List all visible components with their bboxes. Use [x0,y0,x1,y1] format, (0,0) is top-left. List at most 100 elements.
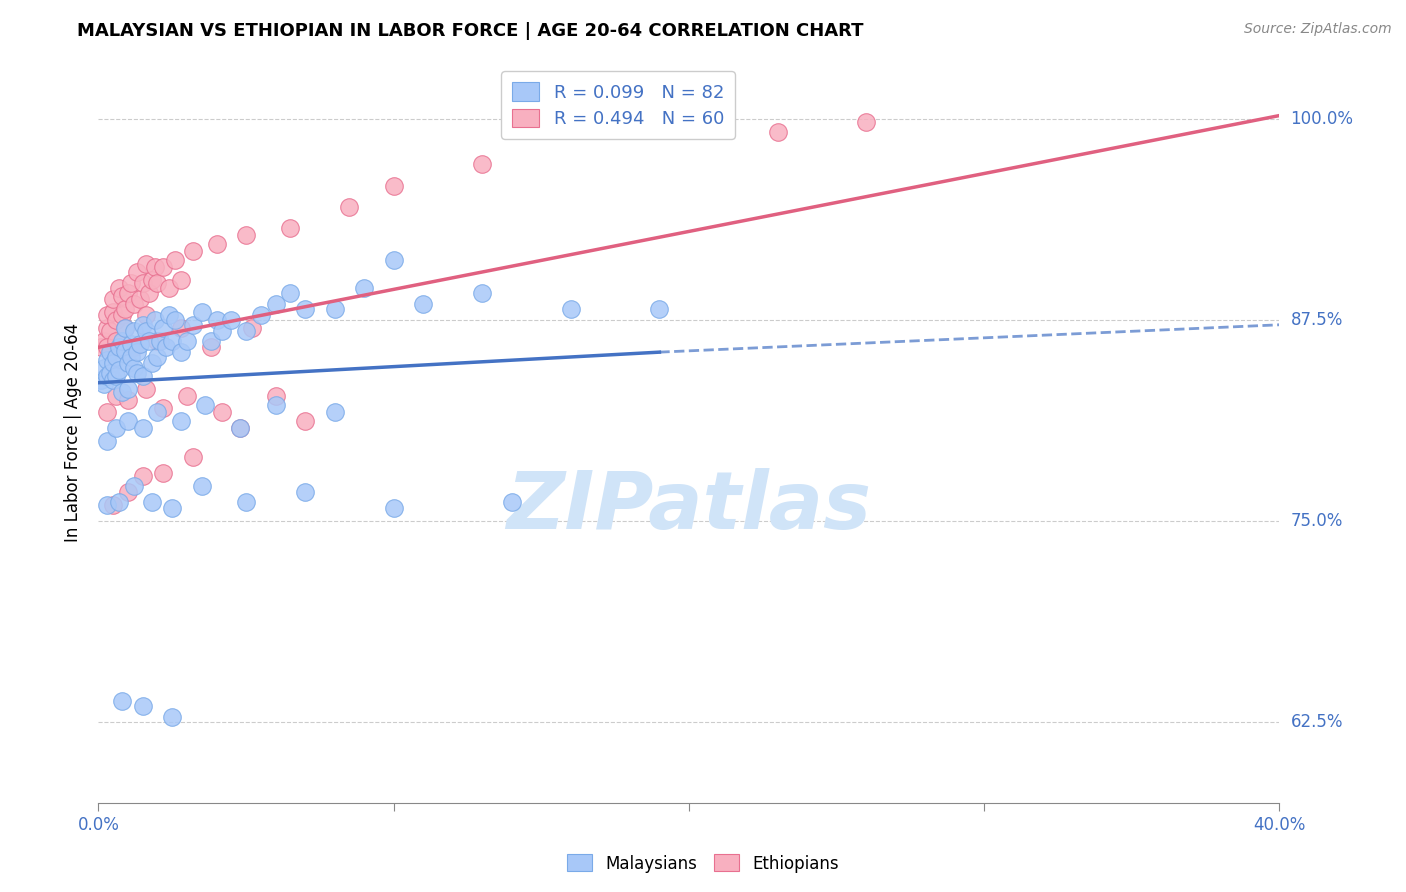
Point [264,297,287,311]
Point [117,285,139,300]
Point [471,157,494,171]
Point [138,285,160,300]
Point [105,313,128,327]
Text: 100.0%: 100.0% [1291,110,1354,128]
Point [211,405,233,419]
Legend: R = 0.099   N = 82, R = 0.494   N = 60: R = 0.099 N = 82, R = 0.494 N = 60 [502,71,735,139]
Point [412,297,434,311]
Text: 87.5%: 87.5% [1291,311,1343,329]
Point [382,501,405,516]
Point [93,361,115,376]
Point [141,495,163,509]
Legend: Malaysians, Ethiopians: Malaysians, Ethiopians [561,847,845,880]
Point [264,398,287,412]
Point [235,324,257,338]
Point [132,276,155,290]
Point [855,115,877,129]
Point [108,340,131,354]
Point [264,388,287,402]
Point [96,321,118,335]
Point [146,334,169,348]
Point [98,366,121,380]
Point [205,237,228,252]
Point [120,276,142,290]
Point [98,324,121,338]
Point [125,345,148,359]
Point [122,297,145,311]
Point [96,434,118,448]
Point [170,321,193,335]
Point [176,388,198,402]
Point [114,321,136,335]
Point [170,273,193,287]
Point [135,308,157,322]
Point [103,292,125,306]
Point [471,285,494,300]
Point [170,345,193,359]
Point [111,694,134,708]
Point [120,337,142,351]
Point [111,385,134,400]
Point [125,265,148,279]
Point [152,260,174,274]
Point [111,334,134,348]
Point [105,388,128,402]
Point [96,369,118,384]
Point [382,179,405,194]
Point [103,498,125,512]
Point [157,281,180,295]
Point [105,369,128,384]
Point [135,382,157,396]
Point [191,305,214,319]
Point [96,405,118,419]
Point [250,308,273,322]
Point [191,479,214,493]
Point [501,495,523,509]
Point [165,313,187,327]
Point [122,340,145,354]
Point [103,356,125,370]
Point [120,350,142,364]
Point [152,466,174,480]
Point [90,372,112,386]
Point [211,324,233,338]
Text: 75.0%: 75.0% [1291,512,1343,530]
Point [146,276,169,290]
Point [323,301,346,316]
Point [143,260,166,274]
Point [117,356,139,370]
Point [170,414,193,428]
Point [132,369,155,384]
Point [105,334,128,348]
Point [181,450,204,464]
Point [125,366,148,380]
Point [108,281,131,295]
Point [235,495,257,509]
Point [339,200,361,214]
Point [114,343,136,358]
Point [200,340,222,354]
Point [143,313,166,327]
Text: ZIPatlas: ZIPatlas [506,467,872,546]
Point [294,414,316,428]
Point [162,501,183,516]
Point [96,308,118,322]
Point [105,421,128,435]
Point [181,318,204,332]
Point [111,289,134,303]
Point [280,285,302,300]
Point [382,253,405,268]
Point [132,699,155,714]
Point [181,244,204,258]
Point [111,308,134,322]
Point [135,257,157,271]
Point [122,324,145,338]
Point [117,393,139,408]
Point [229,421,252,435]
Point [240,321,263,335]
Point [152,321,174,335]
Point [90,340,112,354]
Point [117,414,139,428]
Point [560,301,582,316]
Point [108,363,131,377]
